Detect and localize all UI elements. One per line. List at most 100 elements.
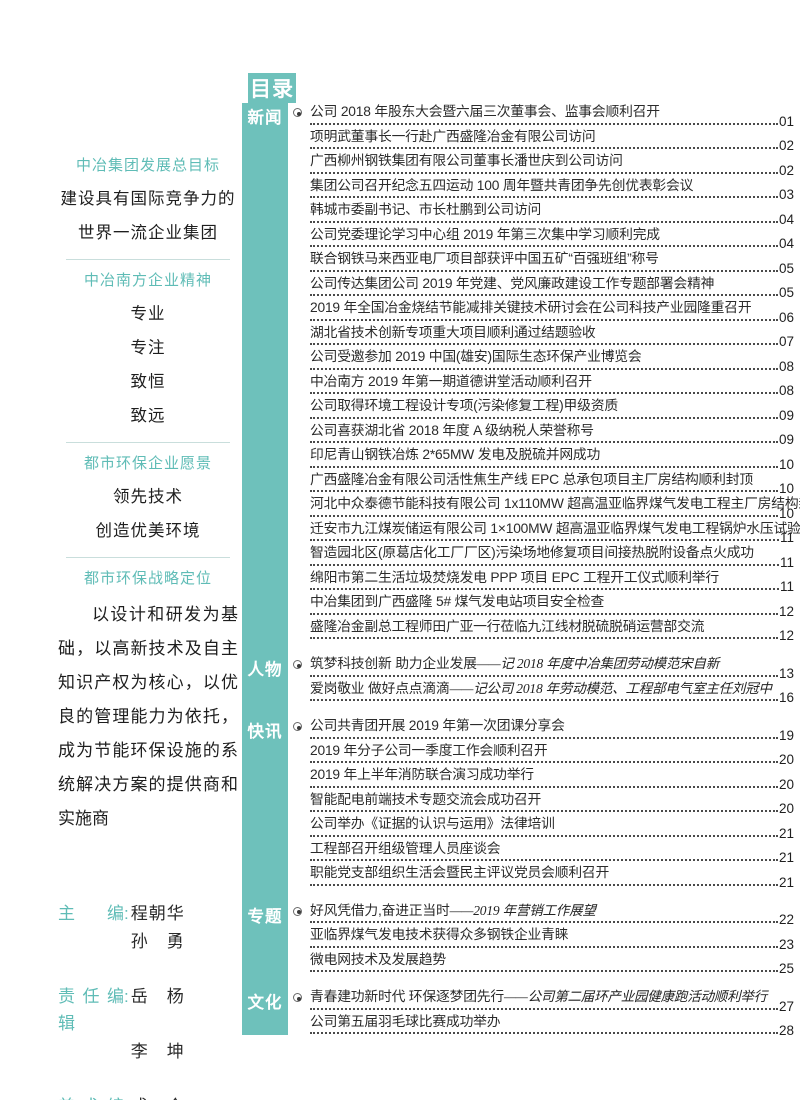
page-number: 10 (778, 505, 794, 521)
sidebar-paragraph: 以设计和研发为基础，以高新技术及自主知识产权为核心，以优良的管理能力为依托，成为… (58, 605, 238, 828)
toc-entry-title: 集团公司召开纪念五四运动 100 周年暨共青团争先创优表彰会议 (310, 177, 694, 193)
dotted-leader (310, 490, 778, 492)
page-number: 21 (778, 825, 794, 841)
editor-role-label: 美术编辑 (58, 1093, 124, 1100)
toc-entry-title: 联合钢铁马来西亚电厂项目部获评中国五矿“百强班组”称号 (310, 251, 659, 266)
dotted-leader (310, 539, 779, 541)
toc-entry-subtitle: ——2019 年营销工作展望 (449, 902, 596, 918)
toc-entry: 联合钢铁马来西亚电厂项目部获评中国五矿“百强班组”称号 05 (310, 250, 794, 275)
category-bullet-icon (293, 906, 302, 916)
toc-entry-title: 筑梦科技创新 助力企业发展——记 2018 年度中冶集团劳动模范宋自新 (310, 656, 720, 671)
toc-leader-row: 12 (310, 629, 794, 642)
toc-entry-title: 迁安市九江煤炭储运有限公司 1×100MW 超高温亚临界煤气发电工程锅炉水压试验… (310, 520, 800, 536)
toc-leader-row: 27 (310, 999, 794, 1013)
toc-category-label: 快讯 (247, 723, 283, 741)
toc-entry-title: 公司传达集团公司 2019 年党建、党风廉政建设工作专题部署会精神 (310, 275, 715, 291)
toc-group: 专题 好风凭借力,奋进正当时——2019 年营销工作展望 22 亚临界煤气发电技术获得… (242, 902, 795, 976)
toc-leader-row: 10 (310, 457, 794, 471)
toc-entry-title: 印尼青山钢铁冶炼 2*65MW 发电及脱硫并网成功 (310, 447, 601, 462)
sidebar-text-line: 致远 (130, 406, 166, 425)
toc-entry: 职能党支部组织生活会暨民主评议党员会顺利召开 21 (310, 864, 794, 889)
toc-entry: 好风凭借力,奋进正当时——2019 年营销工作展望 22 (310, 902, 794, 926)
toc-entry: 亚临界煤气发电技术获得众多钢铁企业青睐 23 (310, 926, 794, 951)
toc-leader-row: 04 (310, 237, 794, 250)
toc-leader-row: 22 (310, 913, 794, 926)
toc-entry: 公司举办《证据的认识与运用》法律培训 21 (310, 815, 794, 840)
page-number: 20 (778, 776, 794, 792)
dotted-leader (310, 122, 778, 125)
toc-entry-title: 河北中众泰德节能科技有限公司 1x110MW 超高温亚临界煤气发电工程主厂房结构… (310, 496, 800, 511)
toc-entry-title: 中冶南方 2019 年第一期道德讲堂活动顺利召开 (310, 373, 592, 389)
toc-leader-row: 12 (310, 604, 794, 618)
page-number: 11 (779, 554, 794, 570)
toc-entry: 韩城市委副书记、市长杜鹏到公司访问 04 (310, 201, 794, 226)
sidebar-text-line: 创造优美环境 (95, 521, 201, 540)
sidebar-text-line: 专注 (130, 338, 166, 357)
editor-colon: : (124, 1093, 129, 1100)
dotted-leader (310, 318, 778, 321)
sidebar-text-line: 建设具有国际竞争力的 (60, 189, 236, 208)
toc-entry-title: 青春建功新时代 环保逐梦团先行——公司第二届环产业园健康跑活动顺利举行 (310, 989, 768, 1004)
toc-entry: 公司受邀参加 2019 中国(雄安)国际生态环保产业博览会 08 (310, 348, 794, 373)
toc-entry: 微电网技术及发展趋势 25 (310, 951, 794, 975)
editor-name: 孙 勇 (130, 931, 185, 951)
toc-leader-row: 01 (310, 114, 794, 128)
toc-entry-title: 工程部召开组级管理人员座谈会 (310, 840, 501, 856)
toc-category-label: 专题 (247, 907, 283, 926)
page-number: 12 (778, 603, 794, 619)
toc-leader-row: 11 (310, 531, 794, 544)
toc-entry-title: 公司举办《证据的认识与运用》法律培训 (310, 816, 555, 831)
toc-leader-row: 09 (310, 408, 794, 422)
dotted-leader (310, 294, 778, 296)
sidebar-text-line: 专业 (130, 304, 166, 323)
toc-leader-row: 21 (310, 851, 794, 864)
sidebar-section-heading: 中冶南方企业精神 (83, 272, 212, 289)
toc-entry: 公司第五届羽毛球比赛成功举办 28 (310, 1013, 794, 1037)
toc-entry: 爱岗敬业 做好点点滴滴——记公司 2018 年劳动模范、工程部电气室主任刘冠中 1… (310, 680, 794, 704)
toc-leader-row: 04 (310, 212, 794, 226)
sidebar-divider (66, 259, 230, 260)
dotted-leader (310, 970, 778, 972)
sidebar-section-heading: 中冶集团发展总目标 (75, 157, 220, 174)
toc-entry: 集团公司召开纪念五四运动 100 周年暨共青团争先创优表彰会议 03 (310, 177, 794, 201)
editor-row: 主编: 程朝华 (58, 900, 243, 928)
toc-entry: 印尼青山钢铁冶炼 2*65MW 发电及脱硫并网成功 10 (310, 446, 794, 471)
page-number: 01 (778, 113, 794, 129)
toc-leader-row: 11 (310, 555, 794, 569)
page-number: 04 (778, 211, 794, 227)
dotted-leader (310, 171, 778, 174)
dotted-leader (310, 921, 778, 923)
toc-entry: 湖北省技术创新专项重大项目顺利通过结题验收 07 (310, 324, 794, 348)
toc-entry-subtitle: ——记 2018 年度中冶集团劳动模范宋自新 (476, 656, 720, 671)
sidebar: 中冶集团发展总目标 建设具有国际竞争力的 世界一流企业集团 中冶南方企业精神 专业 专注致… (58, 155, 238, 836)
toc-leader-row: 09 (310, 433, 794, 446)
toc-leader-row: 05 (310, 261, 794, 275)
toc-leader-row: 21 (310, 875, 794, 889)
toc-entry: 公司 2018 年股东大会暨六届三次董事会、监事会顺利召开 01 (310, 103, 794, 128)
toc-group: 文化 青春建功新时代 环保逐梦团先行——公司第二届环产业园健康跑活动顺利举行 27 公… (242, 988, 795, 1037)
page-number: 23 (778, 936, 794, 952)
toc-leader-row: 10 (310, 506, 794, 520)
toc-leader-row: 11 (310, 580, 794, 593)
dotted-leader (310, 441, 778, 443)
toc-entry: 2019 年上半年消防联合演习成功举行 20 (310, 766, 794, 791)
page-number: 04 (778, 236, 794, 251)
toc-entry: 中冶集团到广西盛隆 5# 煤气发电站项目安全检查 12 (310, 593, 794, 618)
page-number: 08 (778, 358, 794, 374)
toc-entry-title: 公司取得环境工程设计专项(污染修复工程)甲级资质 (310, 398, 618, 413)
toc-leader-row: 02 (310, 163, 794, 177)
toc-leader-row: 07 (310, 335, 794, 348)
page-number: 11 (779, 530, 794, 545)
toc-leader-row: 25 (310, 962, 794, 975)
category-bullet-icon (293, 722, 302, 731)
editor-row: 美术编辑:孙 勇 (58, 928, 243, 983)
toc-entry-title: 项明武董事长一行赴广西盛隆冶金有限公司访问 (310, 128, 596, 144)
dotted-leader (310, 834, 778, 837)
toc-leader-row: 20 (310, 777, 794, 791)
sidebar-blocks: 中冶集团发展总目标 建设具有国际竞争力的 世界一流企业集团 中冶南方企业精神 专业 专注致… (58, 155, 238, 836)
dotted-leader (310, 367, 778, 370)
toc-entry: 公司取得环境工程设计专项(污染修复工程)甲级资质 09 (310, 397, 794, 422)
toc-header: 目录 (248, 73, 296, 103)
